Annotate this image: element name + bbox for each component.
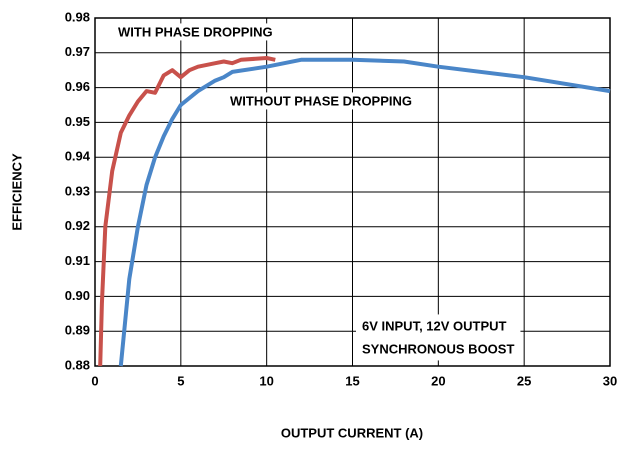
label-bg [227,92,416,110]
annotation: SYNCHRONOUS BOOST [362,341,514,356]
y-tick-label: 0.92 [65,218,90,233]
annotation-bg [356,314,521,361]
series-label: WITHOUT PHASE DROPPING [230,93,412,108]
x-tick-label: 0 [91,373,98,388]
x-tick-label: 5 [177,373,184,388]
y-tick-label: 0.95 [65,114,90,129]
plot-frame [94,17,611,367]
y-axis-label: EFFICIENCY [9,153,24,231]
x-tick-label: 30 [603,373,617,388]
y-tick-label: 0.90 [65,288,90,303]
y-tick-label: 0.98 [65,9,90,24]
y-tick-label: 0.94 [65,149,91,164]
x-tick-label: 20 [431,373,445,388]
y-tick-label: 0.89 [65,323,90,338]
x-axis-label: OUTPUT CURRENT (A) [281,425,423,440]
x-tick-label: 10 [259,373,273,388]
annotation: 6V INPUT, 12V OUTPUT [362,318,507,333]
y-tick-label: 0.91 [65,253,90,268]
y-tick-label: 0.93 [65,183,90,198]
y-tick-label: 0.88 [65,357,90,372]
series-line [118,57,611,367]
y-tick-label: 0.96 [65,79,90,94]
x-tick-label: 25 [517,373,531,388]
series-label: WITH PHASE DROPPING [118,24,273,39]
series-line [98,56,276,367]
label-bg [115,23,276,41]
x-tick-label: 15 [345,373,359,388]
y-tick-label: 0.97 [65,44,90,59]
